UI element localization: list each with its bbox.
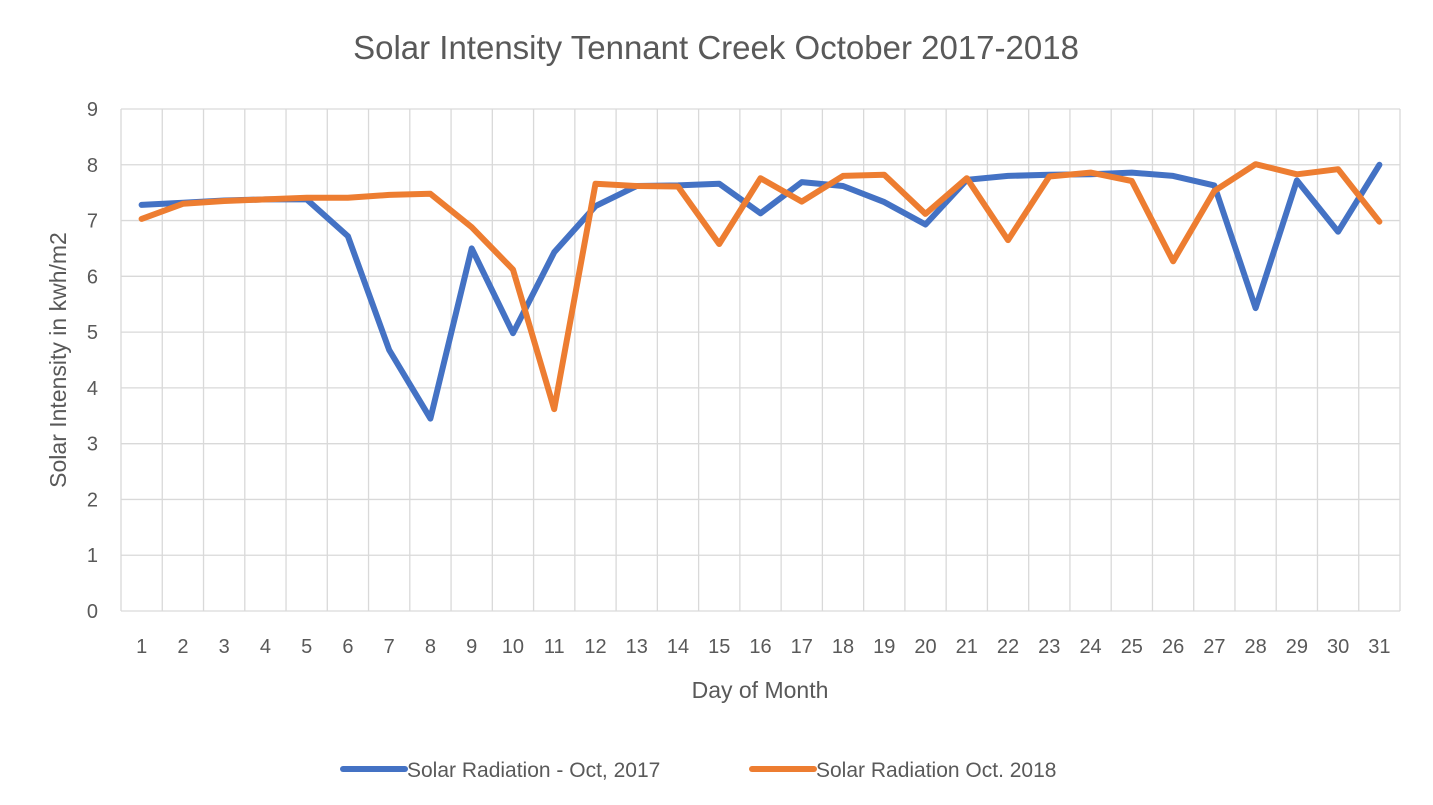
- x-tick-label: 18: [832, 636, 854, 658]
- x-tick-label: 27: [1203, 636, 1225, 658]
- series-line-1: [138, 161, 1383, 422]
- series-line-2: [138, 161, 1383, 413]
- y-tick-label: 1: [87, 545, 98, 567]
- x-tick-label: 4: [260, 636, 271, 658]
- x-tick-label: 6: [342, 636, 353, 658]
- x-tick-label: 2: [177, 636, 188, 658]
- x-tick-label: 19: [873, 636, 895, 658]
- x-tick-label: 10: [502, 636, 524, 658]
- y-tick-label: 0: [87, 601, 98, 623]
- x-tick-label: 29: [1286, 636, 1308, 658]
- x-tick-label: 13: [626, 636, 648, 658]
- x-tick-label: 15: [708, 636, 730, 658]
- x-tick-label: 8: [425, 636, 436, 658]
- y-tick-label: 7: [87, 211, 98, 233]
- plot-grid: [120, 108, 1401, 612]
- x-axis-title: Day of Month: [692, 677, 829, 703]
- y-tick-label: 6: [87, 266, 98, 288]
- y-axis-title: Solar Intensity in kwh/m2: [45, 232, 71, 488]
- y-axis-tick-labels: 0 1 2 3 4 5 6 7 8 9: [87, 99, 98, 623]
- x-tick-label: 22: [997, 636, 1019, 658]
- x-tick-label: 17: [791, 636, 813, 658]
- x-tick-label: 23: [1038, 636, 1060, 658]
- x-tick-label: 24: [1079, 636, 1101, 658]
- series-lines: [138, 161, 1383, 422]
- x-tick-label: 16: [749, 636, 771, 658]
- x-tick-label: 31: [1368, 636, 1390, 658]
- x-tick-label: 21: [956, 636, 978, 658]
- x-tick-label: 25: [1121, 636, 1143, 658]
- x-tick-label: 11: [544, 636, 565, 658]
- x-axis-tick-labels: 1 2 3 4 5 6 7 8 9 10 11 12 13 14 15 16 17 18 19 20 21 22 23 24 2…: [136, 636, 1390, 658]
- x-tick-label: 12: [584, 636, 606, 658]
- x-tick-label: 26: [1162, 636, 1184, 658]
- y-tick-label: 4: [87, 378, 98, 400]
- legend-label-1: Solar Radiation - Oct, 2017: [407, 759, 660, 782]
- x-tick-label: 5: [301, 636, 312, 658]
- y-tick-label: 3: [87, 434, 98, 456]
- y-tick-label: 2: [87, 489, 98, 511]
- y-tick-label: 5: [87, 322, 98, 344]
- y-tick-label: 9: [87, 99, 98, 121]
- legend-label-2: Solar Radiation Oct. 2018: [816, 759, 1056, 782]
- chart-title: Solar Intensity Tennant Creek October 20…: [353, 29, 1079, 66]
- x-tick-label: 14: [667, 636, 689, 658]
- y-tick-label: 8: [87, 155, 98, 177]
- x-tick-label: 30: [1327, 636, 1349, 658]
- x-tick-label: 9: [466, 636, 477, 658]
- chart-legend: Solar Radiation - Oct, 2017 Solar Radiati…: [340, 759, 1056, 782]
- x-tick-label: 1: [136, 636, 147, 658]
- x-tick-label: 7: [384, 636, 395, 658]
- x-tick-label: 20: [914, 636, 936, 658]
- x-tick-label: 28: [1244, 636, 1266, 658]
- x-tick-label: 3: [219, 636, 230, 658]
